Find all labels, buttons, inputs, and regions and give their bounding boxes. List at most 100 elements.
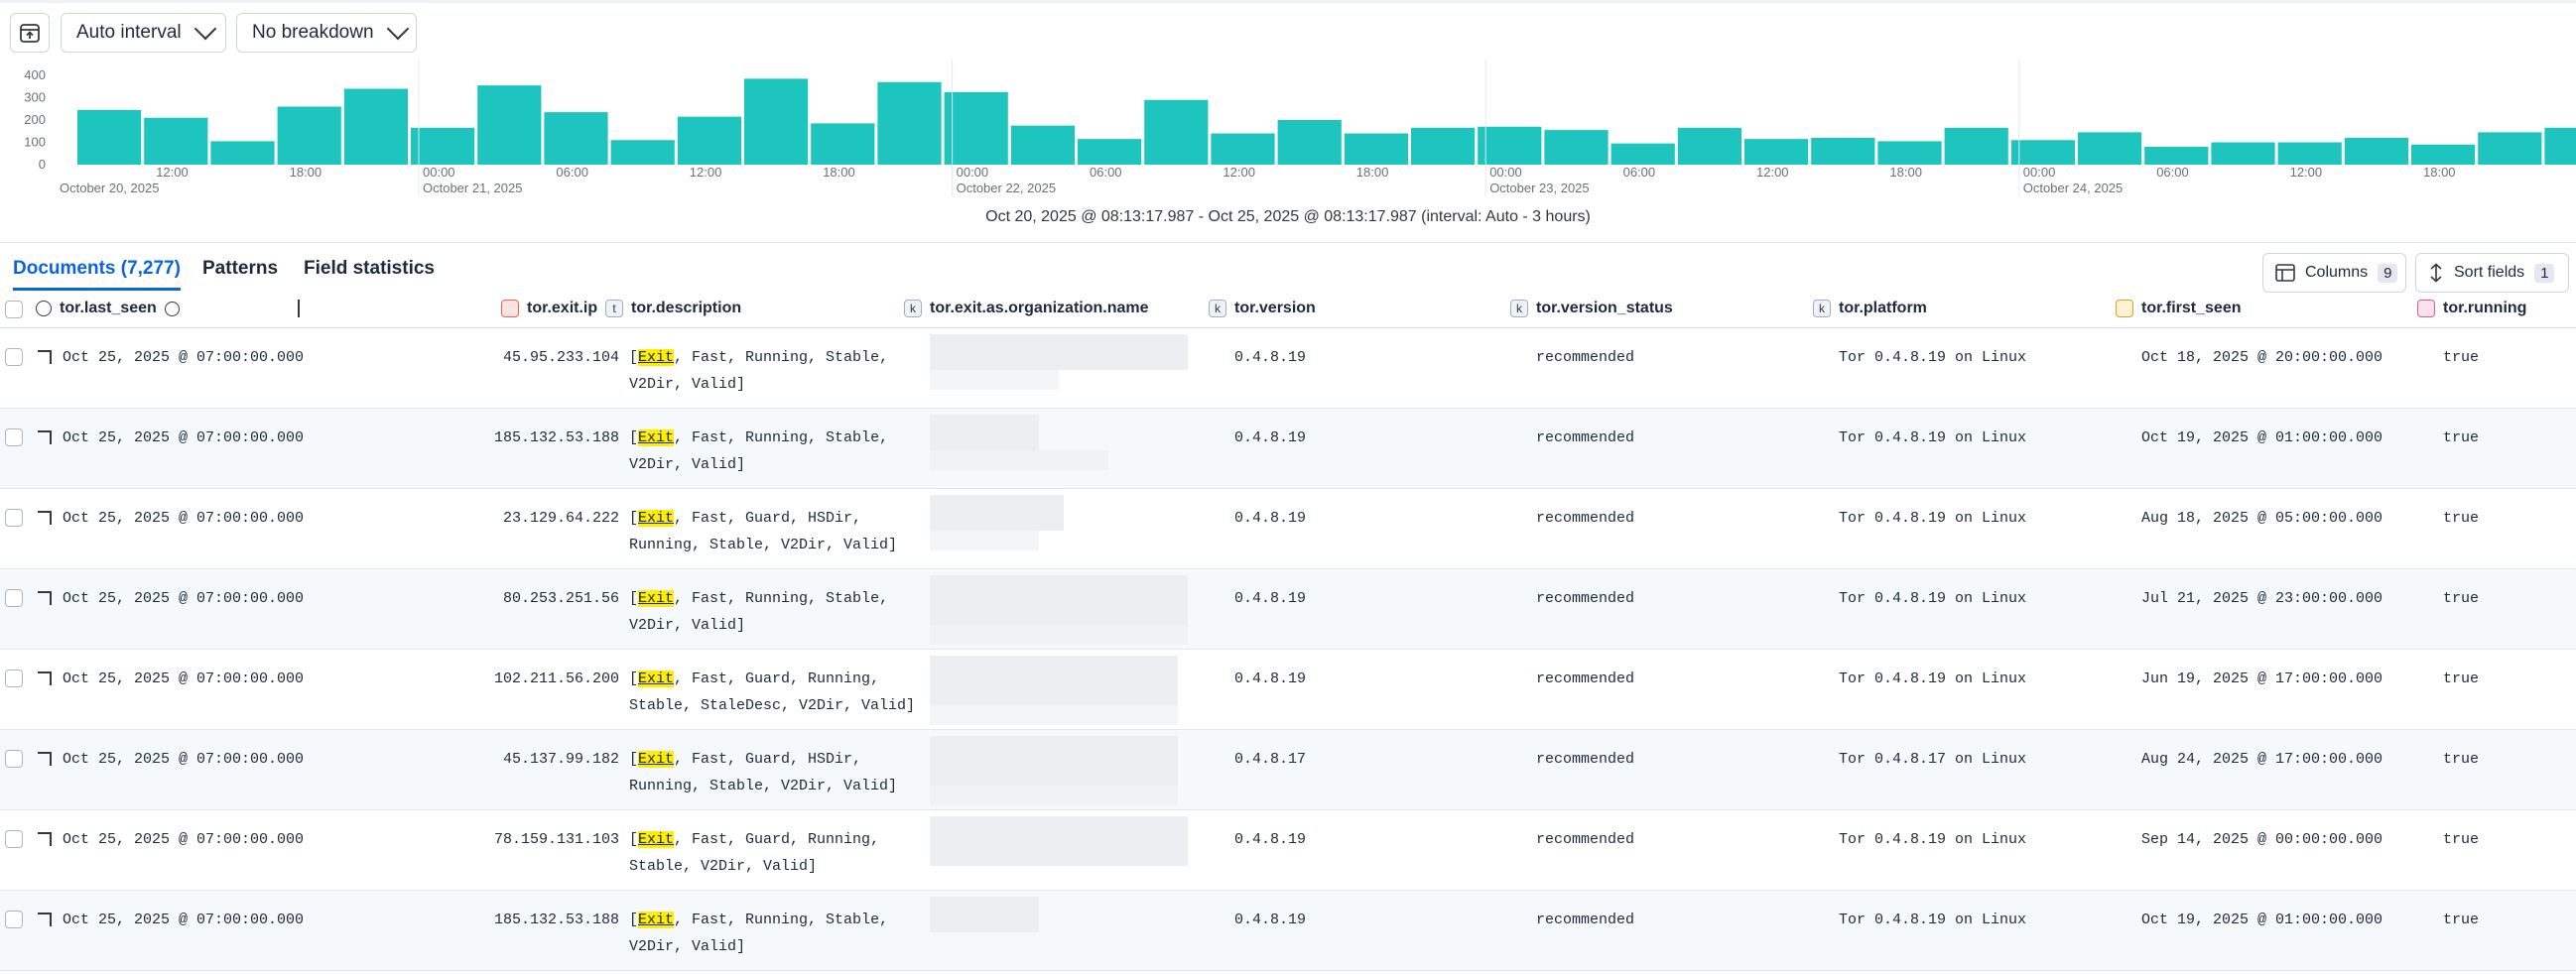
row-checkbox[interactable] [5,348,23,366]
table-row[interactable]: Oct 25, 2025 @ 07:00:00.000 185.132.53.18… [0,891,2576,971]
first-seen: Aug 18, 2025 @ 05:00:00.000 [2141,510,2383,527]
table-row[interactable]: Oct 25, 2025 @ 07:00:00.000 45.137.99.182… [0,730,2576,810]
exit-ip: 78.159.131.103 [493,831,619,848]
row-checkbox[interactable] [5,750,23,768]
breakdown-dropdown[interactable]: No breakdown [236,13,417,53]
expand-icon[interactable] [38,350,52,364]
x-tick-label: 12:00 [1223,165,1255,180]
column-header[interactable]: tor.first_seen [2116,300,2241,317]
y-tick-label: 400 [24,67,46,82]
column-name: tor.exit.as.organization.name [930,300,1149,316]
bar [2144,147,2209,165]
table-row[interactable]: Oct 25, 2025 @ 07:00:00.000 185.132.53.18… [0,409,2576,489]
row-checkbox[interactable] [5,509,23,527]
column-header[interactable]: tor.running [2417,300,2526,317]
x-tick-label: 12:00 [156,165,189,180]
column-name: tor.description [631,300,742,316]
redacted-org [930,736,1178,786]
patterns-tab[interactable]: Patterns [202,258,279,279]
column-header[interactable]: k tor.version [1209,300,1316,317]
x-tick-label: 06:00 [1090,165,1122,180]
bar [411,127,475,165]
save-button[interactable] [10,13,50,53]
description: [Exit, Fast, Running, Stable, V2Dir, Val… [629,349,889,393]
last-seen: Oct 25, 2025 @ 07:00:00.000 [63,751,305,768]
redacted-org [930,816,1188,866]
version-status: recommended [1536,751,1635,768]
columns-button[interactable]: Columns 9 [2262,253,2406,293]
highlight: Exit [638,349,675,366]
redacted-org [930,334,1188,370]
y-tick-label: 300 [24,90,46,105]
x-date-label: October 23, 2025 [1489,181,1589,195]
x-tick-label: 18:00 [1889,165,1922,180]
version: 0.4.8.19 [1234,831,1307,848]
row-checkbox[interactable] [5,670,23,687]
bar [277,106,341,165]
table-row[interactable]: Oct 25, 2025 @ 07:00:00.000 80.253.251.56… [0,569,2576,650]
expand-icon[interactable] [38,591,52,605]
sort-icon [2430,263,2442,283]
field-type-icon: k [1510,300,1528,317]
running: true [2443,349,2480,366]
redacted-org [930,897,1039,932]
table-icon [2275,264,2295,282]
x-date-label: October 21, 2025 [423,181,522,195]
chevron [193,17,216,41]
expand-icon[interactable] [38,752,52,766]
platform: Tor 0.4.8.17 on Linux [1839,751,2027,768]
clock-icon [164,301,180,316]
table-row[interactable]: Oct 25, 2025 @ 07:00:00.000 78.159.131.10… [0,810,2576,891]
bar [1078,139,1142,165]
column-name: tor.platform [1839,300,1927,316]
exit-ip: 185.132.53.188 [493,429,619,446]
row-checkbox[interactable] [5,589,23,607]
field-statistics-tab[interactable]: Field statistics [304,258,435,279]
last-seen: Oct 25, 2025 @ 07:00:00.000 [63,912,305,928]
expand-icon[interactable] [38,671,52,685]
first-seen: Oct 19, 2025 @ 01:00:00.000 [2141,912,2383,928]
column-name: tor.running [2443,300,2527,316]
bar [1544,130,1609,165]
bar [1277,120,1342,165]
row-checkbox[interactable] [5,428,23,446]
expand-icon[interactable] [38,913,52,926]
version: 0.4.8.19 [1234,912,1307,928]
column-header[interactable]: tor.last_seen [36,300,180,317]
expand-icon[interactable] [38,511,52,525]
column-name: tor.version [1234,300,1316,316]
select-all-checkbox[interactable] [5,301,23,318]
last-seen: Oct 25, 2025 @ 07:00:00.000 [63,670,305,687]
table-row[interactable]: Oct 25, 2025 @ 07:00:00.000 45.95.233.104… [0,328,2576,409]
bar [77,109,142,165]
expand-icon[interactable] [38,832,52,846]
expand-icon[interactable] [38,430,52,444]
row-checkbox[interactable] [5,911,23,928]
column-header[interactable]: k tor.platform [1813,300,1927,317]
column-header[interactable]: t tor.description [605,300,741,317]
bar [2277,142,2342,165]
interval-label: Auto interval [76,22,182,43]
table-row[interactable]: Oct 25, 2025 @ 07:00:00.000 102.211.56.20… [0,650,2576,730]
sort-button[interactable]: Sort fields 1 [2415,253,2569,293]
first-seen: Jul 21, 2025 @ 23:00:00.000 [2141,590,2383,607]
row-checkbox[interactable] [5,830,23,848]
redacted-org [930,450,1108,470]
y-tick-label: 100 [24,135,46,150]
columns-label: Columns [2305,264,2369,281]
documents-tab[interactable]: Documents (7,277) [13,258,181,291]
redacted-org [930,531,1039,550]
column-header[interactable]: tor.exit.ip [501,300,597,317]
bar [210,141,275,165]
platform: Tor 0.4.8.19 on Linux [1839,510,2027,527]
breakdown-label: No breakdown [252,22,374,43]
column-header[interactable]: k tor.version_status [1510,300,1673,317]
column-header[interactable]: k tor.exit.as.organization.name [904,300,1149,317]
table-row[interactable]: Oct 25, 2025 @ 07:00:00.000 23.129.64.222… [0,489,2576,569]
version-status: recommended [1536,831,1635,848]
bar [1811,138,1875,165]
highlight: Exit [638,912,675,928]
bar [811,123,875,165]
interval-dropdown[interactable]: Auto interval [61,13,226,53]
